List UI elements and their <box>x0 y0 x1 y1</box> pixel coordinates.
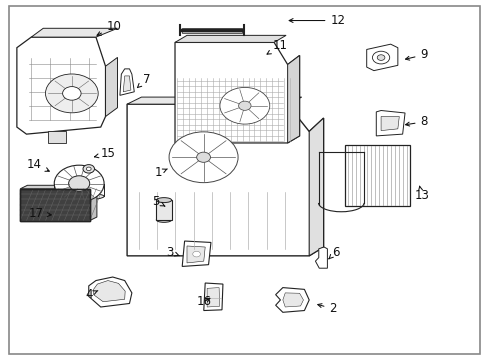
Polygon shape <box>282 293 303 307</box>
Circle shape <box>196 152 210 162</box>
Circle shape <box>238 101 250 110</box>
Polygon shape <box>48 131 65 143</box>
Circle shape <box>68 176 89 191</box>
Bar <box>182 28 242 33</box>
Text: 17: 17 <box>28 207 51 220</box>
Circle shape <box>62 87 81 100</box>
Text: 16: 16 <box>196 295 211 308</box>
Text: 8: 8 <box>405 115 427 128</box>
Text: 3: 3 <box>166 246 179 259</box>
Text: 7: 7 <box>137 73 150 87</box>
Text: 1: 1 <box>154 166 167 179</box>
Text: 6: 6 <box>328 246 339 259</box>
Polygon shape <box>366 44 397 71</box>
Polygon shape <box>127 104 323 256</box>
Circle shape <box>45 74 98 113</box>
Polygon shape <box>89 185 97 221</box>
Text: 12: 12 <box>288 14 345 27</box>
Bar <box>20 189 89 221</box>
Text: 4: 4 <box>85 288 98 301</box>
Bar <box>20 189 89 221</box>
Polygon shape <box>175 42 299 143</box>
Ellipse shape <box>54 193 104 200</box>
Polygon shape <box>287 55 299 143</box>
Polygon shape <box>123 76 131 92</box>
Circle shape <box>220 87 269 124</box>
Text: 14: 14 <box>27 158 49 171</box>
Text: 2: 2 <box>317 302 336 315</box>
Text: 5: 5 <box>152 195 164 208</box>
Circle shape <box>86 167 91 171</box>
Polygon shape <box>20 185 97 189</box>
Polygon shape <box>308 118 323 256</box>
Polygon shape <box>105 57 117 117</box>
Circle shape <box>169 132 238 183</box>
Polygon shape <box>186 246 205 263</box>
Polygon shape <box>275 288 308 312</box>
Bar <box>156 200 171 220</box>
Circle shape <box>192 251 200 257</box>
Text: 13: 13 <box>413 186 428 202</box>
Polygon shape <box>315 247 327 268</box>
Text: 10: 10 <box>97 20 122 35</box>
Circle shape <box>372 51 389 64</box>
Text: 11: 11 <box>266 40 287 54</box>
Text: 15: 15 <box>94 147 115 160</box>
Polygon shape <box>376 111 404 136</box>
Bar <box>345 145 409 207</box>
Polygon shape <box>17 37 105 134</box>
Polygon shape <box>120 69 134 95</box>
Polygon shape <box>203 283 223 311</box>
Circle shape <box>376 55 384 60</box>
Polygon shape <box>380 117 399 131</box>
Ellipse shape <box>156 198 171 203</box>
Text: 9: 9 <box>405 48 427 61</box>
Polygon shape <box>175 35 285 42</box>
Polygon shape <box>207 288 219 307</box>
Polygon shape <box>182 241 210 266</box>
Ellipse shape <box>156 217 171 222</box>
Polygon shape <box>93 280 125 302</box>
Circle shape <box>83 165 94 173</box>
Polygon shape <box>89 277 132 307</box>
Polygon shape <box>127 97 301 104</box>
Circle shape <box>54 165 104 202</box>
Polygon shape <box>31 28 117 37</box>
